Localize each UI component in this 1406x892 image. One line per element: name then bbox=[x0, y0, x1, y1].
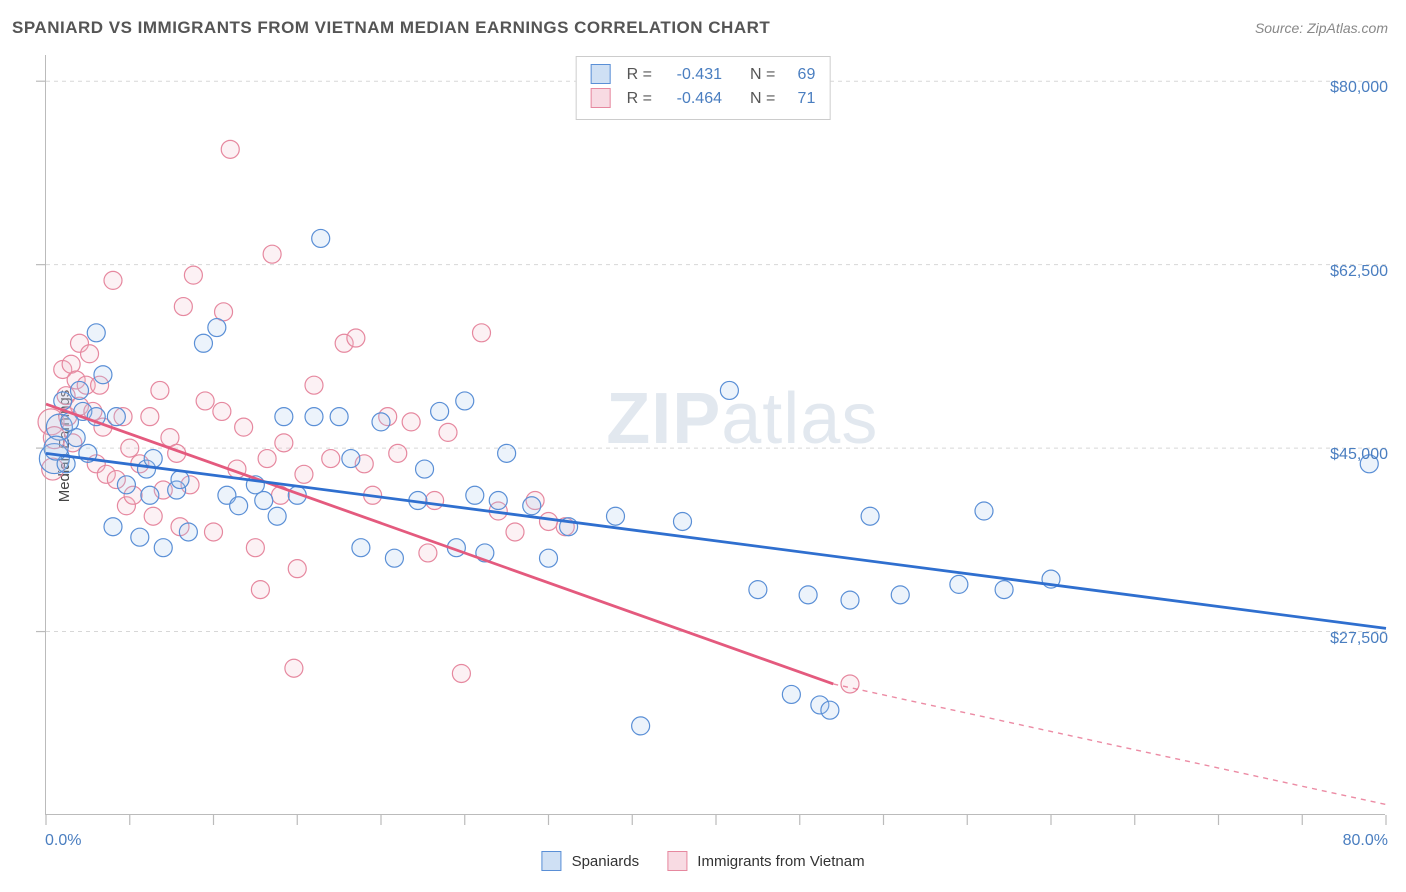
scatter-plot-svg bbox=[46, 55, 1386, 815]
x-min-label: 0.0% bbox=[45, 832, 81, 850]
series-legend: Spaniards Immigrants from Vietnam bbox=[541, 852, 864, 872]
correlation-row-blue: R = -0.431 N = 69 bbox=[591, 63, 816, 87]
r-value-pink: -0.464 bbox=[662, 87, 722, 111]
legend-item-pink: Immigrants from Vietnam bbox=[667, 852, 864, 872]
legend-label-pink: Immigrants from Vietnam bbox=[697, 853, 864, 870]
n-value-pink: 71 bbox=[785, 87, 815, 111]
y-tick-label: $80,000 bbox=[1330, 79, 1388, 97]
plot-area: ZIPatlas bbox=[45, 55, 1385, 815]
chart-title: SPANIARD VS IMMIGRANTS FROM VIETNAM MEDI… bbox=[12, 18, 770, 38]
r-label: R = bbox=[627, 63, 652, 87]
correlation-row-pink: R = -0.464 N = 71 bbox=[591, 87, 816, 111]
swatch-blue-icon bbox=[541, 851, 561, 871]
swatch-pink-icon bbox=[591, 88, 611, 108]
legend-label-blue: Spaniards bbox=[572, 853, 640, 870]
y-tick-label: $62,500 bbox=[1330, 263, 1388, 281]
source-attribution: Source: ZipAtlas.com bbox=[1255, 20, 1388, 36]
n-label: N = bbox=[750, 87, 775, 111]
swatch-blue-icon bbox=[591, 64, 611, 84]
correlation-legend: R = -0.431 N = 69 R = -0.464 N = 71 bbox=[576, 56, 831, 120]
r-label: R = bbox=[627, 87, 652, 111]
y-tick-label: $27,500 bbox=[1330, 630, 1388, 648]
n-label: N = bbox=[750, 63, 775, 87]
x-max-label: 80.0% bbox=[1343, 832, 1388, 850]
legend-item-blue: Spaniards bbox=[541, 852, 639, 872]
y-tick-label: $45,000 bbox=[1330, 446, 1388, 464]
r-value-blue: -0.431 bbox=[662, 63, 722, 87]
chart-container: SPANIARD VS IMMIGRANTS FROM VIETNAM MEDI… bbox=[0, 0, 1406, 892]
swatch-pink-icon bbox=[667, 851, 687, 871]
n-value-blue: 69 bbox=[785, 63, 815, 87]
